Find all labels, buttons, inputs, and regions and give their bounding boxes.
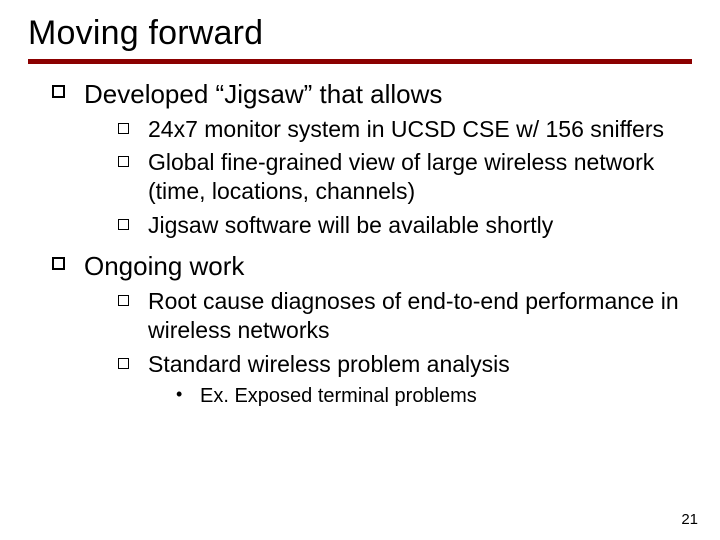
page-number: 21: [681, 511, 698, 528]
list-item: Global fine-grained view of large wirele…: [118, 148, 692, 207]
list-item-text: Jigsaw software will be available shortl…: [148, 212, 553, 238]
list-item: 24x7 monitor system in UCSD CSE w/ 156 s…: [118, 115, 692, 144]
bullet-list-lvl1: Developed “Jigsaw” that allows 24x7 moni…: [28, 78, 692, 409]
list-item: Ex. Exposed terminal problems: [176, 383, 692, 409]
list-item: Ongoing work Root cause diagnoses of end…: [52, 250, 692, 409]
list-item: Standard wireless problem analysis Ex. E…: [118, 350, 692, 409]
list-item-text: Global fine-grained view of large wirele…: [148, 149, 654, 204]
list-item-text: Standard wireless problem analysis: [148, 351, 510, 377]
list-item-text: 24x7 monitor system in UCSD CSE w/ 156 s…: [148, 116, 664, 142]
list-item: Root cause diagnoses of end-to-end perfo…: [118, 287, 692, 346]
list-item: Developed “Jigsaw” that allows 24x7 moni…: [52, 78, 692, 240]
bullet-list-lvl2: 24x7 monitor system in UCSD CSE w/ 156 s…: [84, 115, 692, 241]
list-item-text: Ongoing work: [84, 251, 244, 281]
list-item-text: Developed “Jigsaw” that allows: [84, 79, 442, 109]
list-item-text: Ex. Exposed terminal problems: [200, 385, 477, 407]
slide: Moving forward Developed “Jigsaw” that a…: [0, 0, 720, 540]
list-item: Jigsaw software will be available shortl…: [118, 211, 692, 240]
bullet-list-lvl2: Root cause diagnoses of end-to-end perfo…: [84, 287, 692, 409]
slide-title: Moving forward: [28, 14, 692, 53]
bullet-list-lvl3: Ex. Exposed terminal problems: [148, 383, 692, 409]
title-rule: [28, 59, 692, 64]
list-item-text: Root cause diagnoses of end-to-end perfo…: [148, 288, 679, 343]
